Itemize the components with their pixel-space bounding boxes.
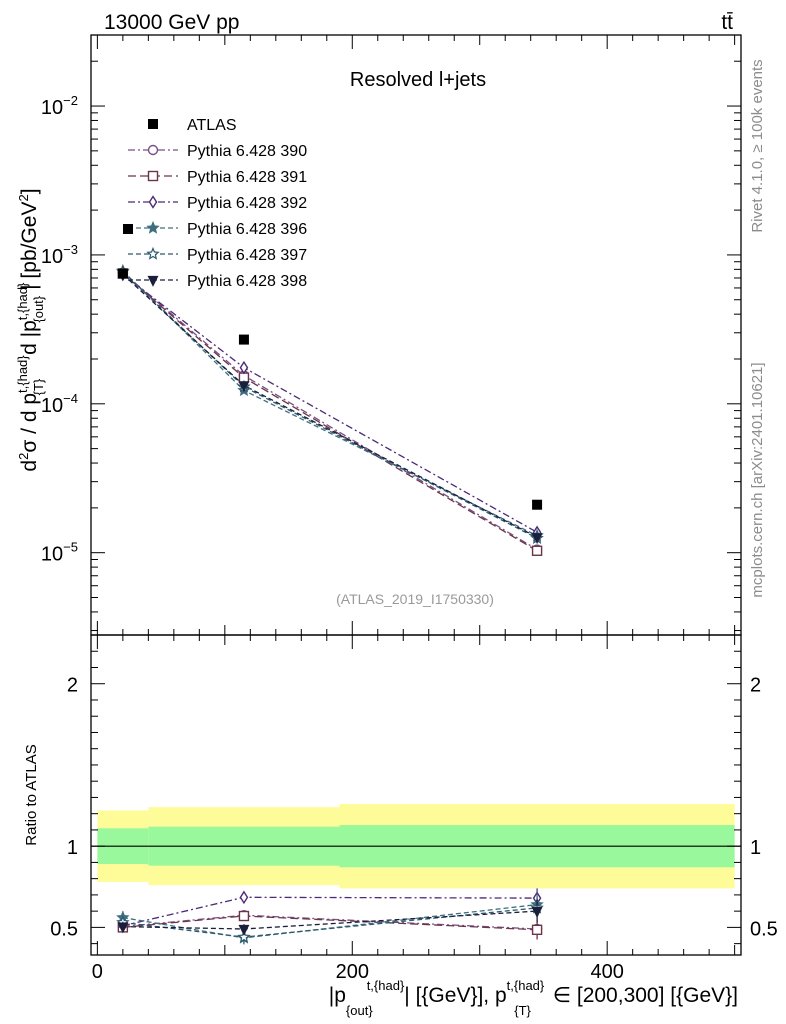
data-markers (116, 263, 544, 945)
legend-label: Pythia 6.428 391 (187, 169, 307, 186)
ratio-uncertainty-bands (91, 803, 741, 889)
legend-label: Pythia 6.428 397 (187, 247, 307, 264)
analysis-reference: (ATLAS_2019_I1750330) (336, 591, 494, 607)
rivet-label: Rivet 4.1.0, ≥ 100k events (749, 59, 766, 232)
marker-circle (147, 144, 159, 156)
x-tick-label: 200 (336, 961, 369, 983)
marker-diamond (148, 195, 158, 209)
marker-triangle-down (531, 907, 543, 918)
ratio-tick-label-right: 2 (750, 675, 761, 697)
marker-star (146, 246, 160, 260)
legend-label: Pythia 6.428 390 (187, 143, 307, 160)
ratio-tick-label-right: 1 (750, 837, 761, 859)
legend-label: Pythia 6.428 392 (187, 195, 307, 212)
marker-square (238, 910, 250, 922)
ratio-tick-label-left: 0.5 (50, 918, 78, 940)
atlas-data-point (238, 334, 249, 345)
marker-triangle-down (238, 924, 250, 936)
legend-label-atlas: ATLAS (187, 117, 237, 134)
marker-square (531, 924, 543, 936)
atlas-data-point (117, 268, 128, 279)
main-series-lines (122, 270, 538, 552)
x-axis-label: |p{out}t,{had}| [{GeV}], pt,{had} {T} ∈ [… (329, 978, 738, 1018)
mcplots-label: mcplots.cern.ch [arXiv:2401.10621] (749, 362, 766, 597)
y-tick-label: 10−5 (41, 540, 78, 566)
legend-label: Pythia 6.428 398 (187, 273, 307, 290)
legend-label: Pythia 6.428 396 (187, 221, 307, 238)
series-line-main (122, 273, 538, 552)
energy-label: 13000 GeV pp (104, 11, 239, 34)
plot-title: Resolved l+jets (350, 69, 486, 91)
ratio-tick-label-left: 2 (67, 675, 78, 697)
marker-square (147, 170, 159, 182)
ratio-plot-frame (90, 634, 742, 956)
y-tick-label: 10−3 (41, 242, 78, 268)
axis-ticks: 0 200 400 10−5 10−4 10−3 10−2 0.5 0.5 1 1 2 2 (41, 34, 778, 983)
marker-diamond (239, 890, 249, 905)
marker-triangle-down (147, 275, 159, 287)
x-tick-label: 0 (92, 961, 103, 983)
ratio-tick-label-left: 1 (67, 837, 78, 859)
marker-star (146, 220, 160, 234)
series-line-main (122, 271, 538, 539)
legend-extra-marker (123, 224, 133, 234)
ratio-axis-label: Ratio to ATLAS (23, 744, 40, 845)
legend-marker-atlas (148, 119, 158, 129)
y-tick-label: 10−4 (41, 391, 78, 417)
marker-diamond (239, 360, 249, 375)
ratio-series-lines (122, 896, 538, 939)
series-line-main (122, 273, 538, 538)
marker-star (237, 930, 251, 943)
y-tick-label: 10−2 (41, 93, 78, 119)
series-line-main (122, 270, 538, 537)
marker-triangle-down (531, 533, 543, 545)
series-line-main (122, 273, 538, 533)
atlas-data-point (532, 499, 543, 510)
process-label: tt̄ (721, 11, 733, 34)
x-tick-label: 400 (590, 961, 623, 983)
legend: ATLAS Pythia 6.428 390 Pythia 6.428 391 Pyt… (123, 117, 307, 290)
marker-triangle-down (117, 922, 129, 934)
series-line-main (122, 272, 538, 551)
marker-square (531, 545, 543, 556)
y-axis-label: d2σ / d pt,{had}{T} d |pt,{had}{out}| [p… (15, 188, 46, 471)
ratio-tick-label-right: 0.5 (750, 918, 778, 940)
marker-triangle-down (238, 381, 250, 393)
